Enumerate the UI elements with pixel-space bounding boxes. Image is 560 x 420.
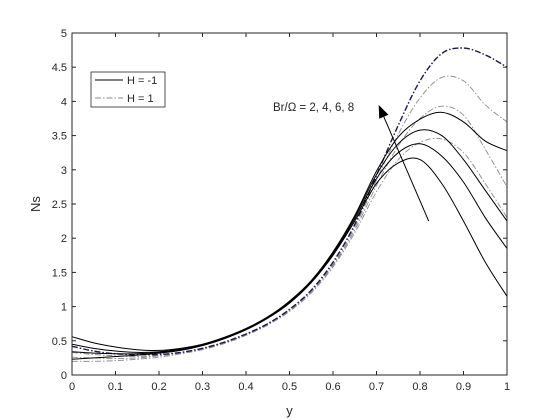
y-tick-label: 1 — [61, 302, 67, 314]
y-tick-label: 4 — [61, 96, 67, 108]
annotation-arrow-line — [383, 116, 430, 222]
series-line-h-1-br-2 — [71, 137, 508, 362]
x-tick-label: 0.5 — [282, 381, 297, 393]
x-tick-label: 0.8 — [412, 381, 427, 393]
y-tick-label: 2 — [61, 233, 67, 245]
axis-ticks: 0 0.1 0.2 0.3 0.4 0.5 0.6 0.7 0.8 0.9 1 0 0.5 1 1.5 2 2.… — [52, 28, 510, 393]
series-line-h-minus-1-br-6 — [71, 129, 508, 353]
series-line-h-minus-1-br-8 — [71, 111, 508, 351]
plot-area — [71, 47, 508, 362]
legend-box — [90, 71, 166, 108]
y-tick-label: 3 — [61, 165, 67, 177]
y-tick-label: 0.5 — [52, 336, 67, 348]
x-tick-label: 0.3 — [195, 381, 210, 393]
y-tick-label: 0 — [61, 370, 67, 382]
y-tick-label: 4.5 — [52, 62, 67, 74]
x-tick-label: 0 — [69, 381, 75, 393]
x-tick-label: 0.9 — [456, 381, 471, 393]
annotation: Br/Ω = 2, 4, 6, 8 — [273, 102, 430, 222]
x-tick-label: 0.2 — [151, 381, 166, 393]
x-tick-label: 0.6 — [325, 381, 340, 393]
series-line-h-minus-1-br-2 — [71, 157, 508, 360]
x-tick-label: 1 — [504, 381, 510, 393]
x-tick-label: 0.4 — [238, 381, 253, 393]
x-tick-label: 0.1 — [108, 381, 123, 393]
annotation-text: Br/Ω = 2, 4, 6, 8 — [273, 102, 354, 114]
x-axis-label: y — [286, 403, 293, 418]
x-tick-label: 0.7 — [369, 381, 384, 393]
series-line-h-1-br-4 — [71, 105, 508, 360]
y-tick-label: 3.5 — [52, 131, 67, 143]
y-tick-label: 1.5 — [52, 267, 67, 279]
legend-label-h-1: H = 1 — [127, 93, 154, 105]
legend: H = -1 H = 1 — [90, 71, 166, 108]
y-tick-label: 2.5 — [52, 199, 67, 211]
y-axis-label: Ns — [28, 196, 43, 212]
legend-label-h-minus-1: H = -1 — [127, 75, 157, 87]
annotation-arrow-head — [378, 104, 389, 119]
series-line-h-minus-1-br-4 — [71, 143, 508, 355]
y-tick-label: 5 — [61, 28, 67, 40]
